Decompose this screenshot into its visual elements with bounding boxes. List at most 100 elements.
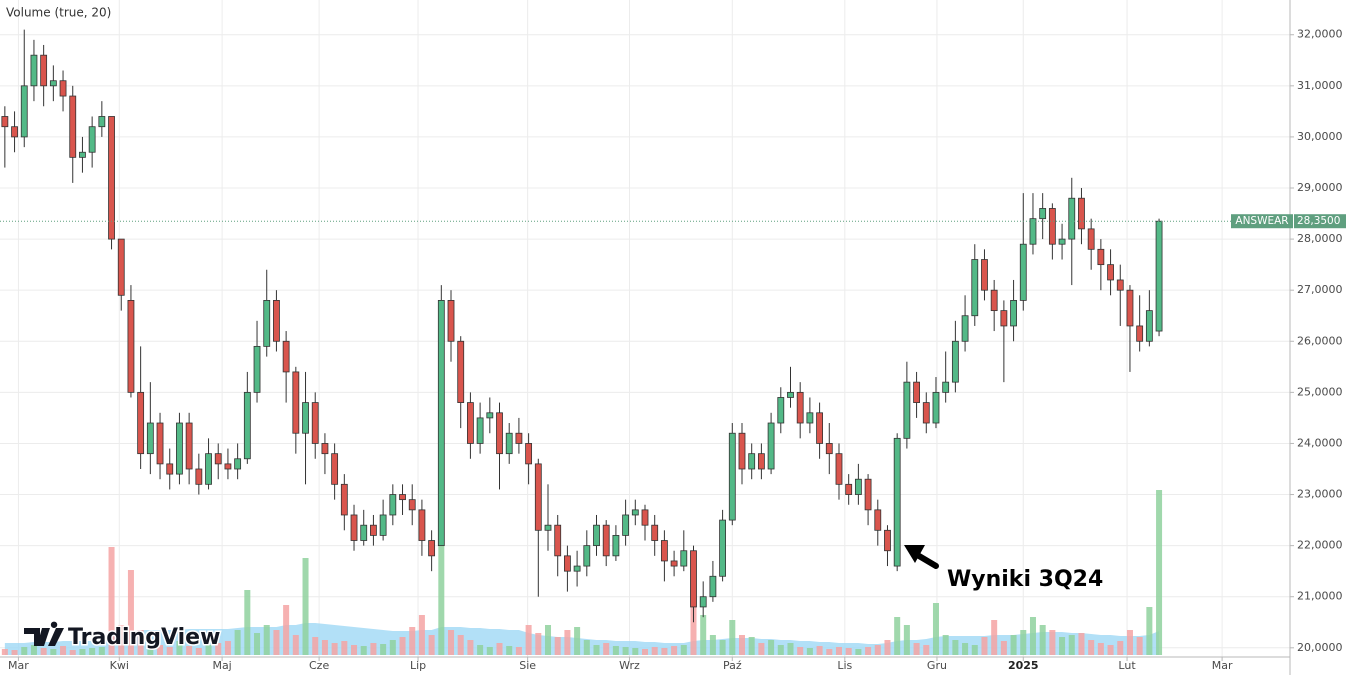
candle-body xyxy=(505,432,513,455)
volume-bar xyxy=(30,645,37,655)
volume-bar xyxy=(273,630,280,655)
candle-body xyxy=(1068,197,1076,240)
candle-body xyxy=(331,453,339,485)
candle-body xyxy=(447,300,455,342)
volume-bar xyxy=(1078,633,1085,655)
candle-body xyxy=(282,340,290,373)
candle-body xyxy=(1048,208,1056,245)
candle-body xyxy=(651,524,659,541)
candle-body xyxy=(467,402,474,444)
volume-bar xyxy=(738,635,745,655)
candle-body xyxy=(942,381,950,393)
volume-bar xyxy=(622,647,629,655)
candle-body xyxy=(292,371,300,434)
candle-body xyxy=(486,412,494,419)
y-tick-label: 28,0000 xyxy=(1297,232,1343,245)
candle-body xyxy=(176,422,183,475)
candle-body xyxy=(273,300,280,342)
x-tick-label: Mar xyxy=(8,659,29,672)
candle-body xyxy=(573,565,581,572)
candle-body xyxy=(214,453,222,465)
candle-body xyxy=(243,391,251,460)
volume-bar xyxy=(302,558,309,655)
x-tick-label: Sie xyxy=(519,659,536,672)
volume-bar xyxy=(942,635,949,655)
volume-bar xyxy=(651,647,658,655)
volume-bar xyxy=(321,640,328,655)
x-tick-label: Mar xyxy=(1212,659,1233,672)
candle-body xyxy=(234,458,242,470)
volume-bar xyxy=(428,635,435,655)
price-label-bg xyxy=(1294,214,1346,229)
candle-body xyxy=(1010,300,1017,327)
y-tick-label: 24,0000 xyxy=(1297,436,1343,449)
grid xyxy=(0,0,1290,657)
candle-body xyxy=(1116,279,1124,291)
volume-bar xyxy=(234,630,241,655)
x-tick-label: Wrz xyxy=(619,659,640,672)
volume-bar xyxy=(865,647,872,655)
candle-body xyxy=(554,524,562,557)
x-tick-label: 2025 xyxy=(1008,659,1039,672)
candle-body xyxy=(117,238,125,296)
volume-bar xyxy=(1117,641,1124,655)
x-tick-label: Maj xyxy=(212,659,231,672)
volume-bar xyxy=(215,643,222,655)
candle-body xyxy=(437,300,445,547)
volume-bar xyxy=(1068,635,1075,655)
price-label: 28,3500 xyxy=(1297,215,1340,227)
candle-body xyxy=(1155,220,1163,332)
candle-body xyxy=(389,494,397,516)
candle-body xyxy=(253,345,261,393)
candle-body xyxy=(1039,208,1047,220)
candle-body xyxy=(11,126,18,138)
candle-body xyxy=(1087,228,1095,250)
volume-bar xyxy=(719,640,726,655)
candle-body xyxy=(796,391,804,424)
candle-body xyxy=(350,514,358,541)
volume-bar xyxy=(254,633,261,655)
candle-body xyxy=(602,524,610,557)
candle-body xyxy=(224,463,232,470)
candle-body xyxy=(680,550,688,567)
volume-bar xyxy=(1049,630,1056,655)
candle-body xyxy=(311,402,319,444)
candle-body xyxy=(990,289,998,312)
volume-bar xyxy=(292,635,299,655)
y-tick-label: 32,0000 xyxy=(1297,28,1343,41)
volume-bar xyxy=(380,644,387,655)
volume-bar xyxy=(1088,640,1095,655)
candle-body xyxy=(137,391,145,455)
volume-bar xyxy=(855,649,862,655)
volume-bar xyxy=(79,649,86,655)
x-tick-label: Lis xyxy=(837,659,852,672)
candle-body xyxy=(835,453,843,485)
candle-body xyxy=(922,402,930,424)
volume-bar xyxy=(709,635,716,655)
volume-bar xyxy=(331,643,338,655)
x-tick-label: Lip xyxy=(410,659,426,672)
x-tick-label: Cze xyxy=(309,659,329,672)
volume-bar xyxy=(486,647,493,655)
volume-bar xyxy=(787,643,794,655)
volume-bar xyxy=(525,625,532,655)
candle-body xyxy=(525,443,533,465)
candle-body xyxy=(302,402,309,434)
candle-body xyxy=(631,509,639,516)
candle-body xyxy=(563,555,571,572)
volume-bar xyxy=(11,650,18,655)
y-tick-label: 25,0000 xyxy=(1297,385,1343,398)
volume-bar xyxy=(1146,607,1153,655)
volume-bar xyxy=(874,645,881,655)
candle-body xyxy=(457,340,465,403)
candles xyxy=(0,29,1290,623)
candle-body xyxy=(719,519,727,577)
candle-body xyxy=(670,560,678,567)
volume-bar xyxy=(467,640,474,655)
x-tick-label: Gru xyxy=(927,659,947,672)
candle-body xyxy=(30,54,38,87)
candle-body xyxy=(884,529,891,552)
candle-body xyxy=(738,432,746,470)
volume-bar xyxy=(545,625,552,655)
